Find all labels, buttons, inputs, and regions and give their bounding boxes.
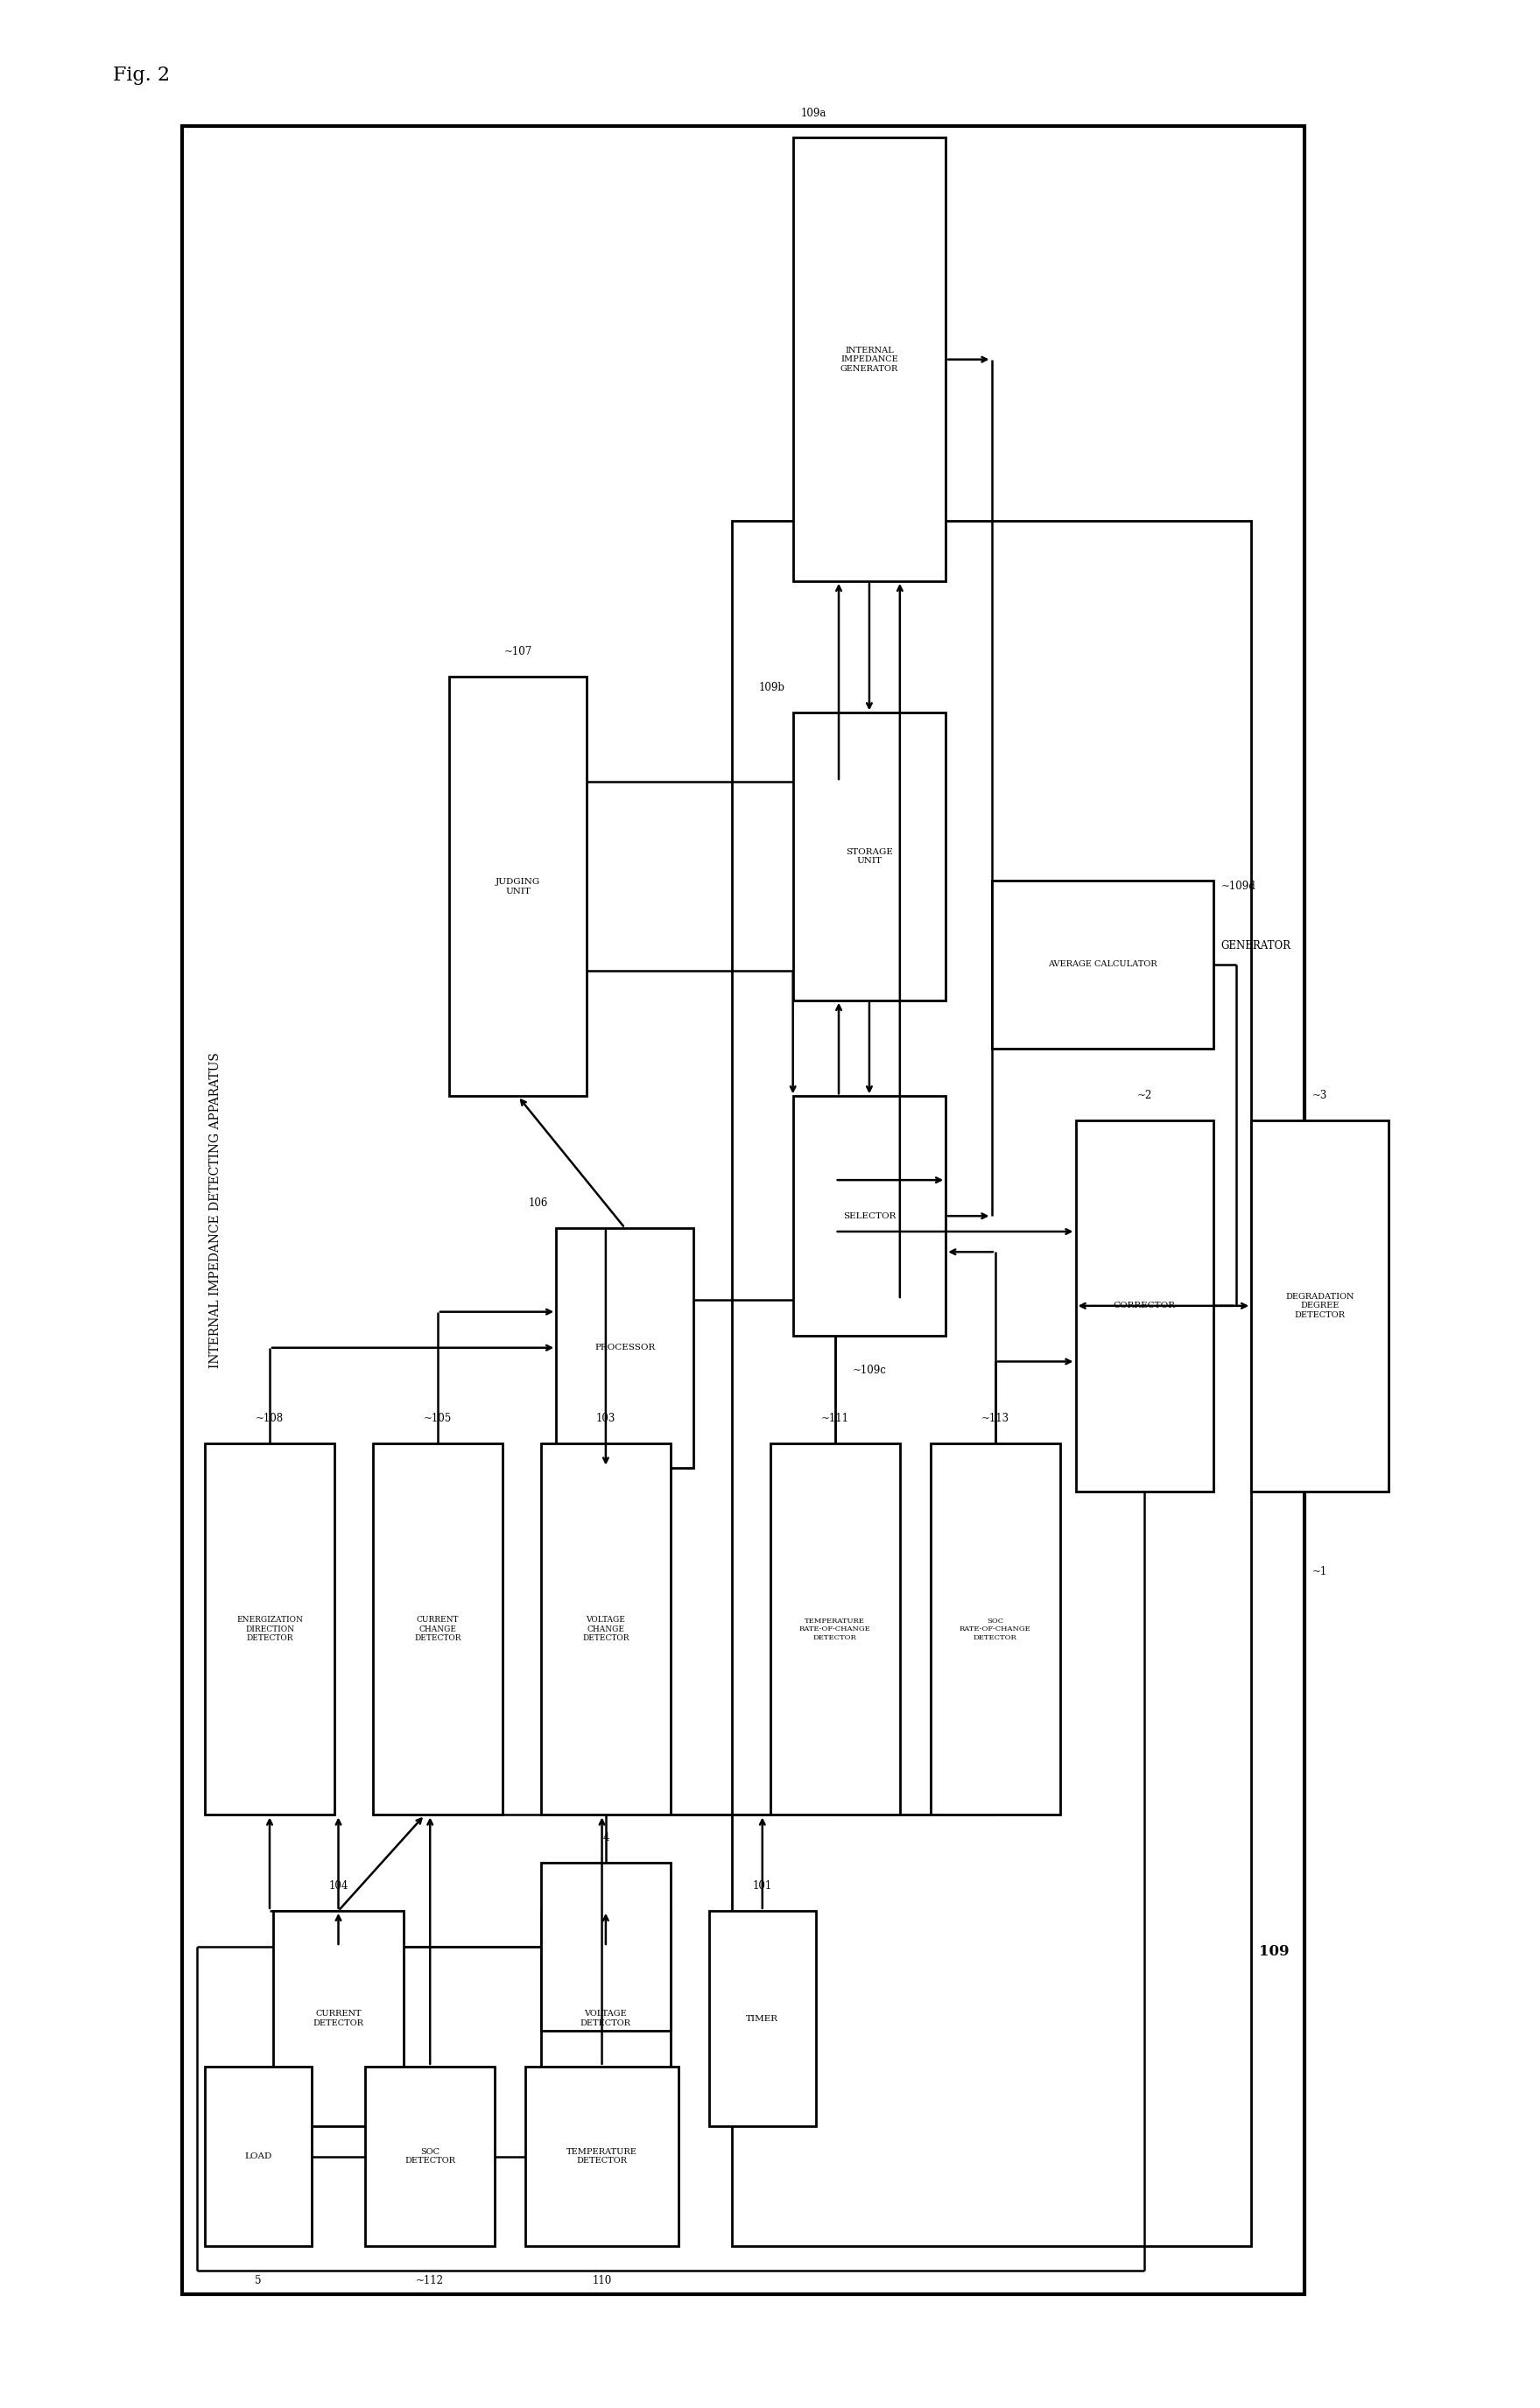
Text: 106: 106 xyxy=(528,1197,548,1209)
Text: SELECTOR: SELECTOR xyxy=(842,1211,896,1221)
Text: PROCESSOR: PROCESSOR xyxy=(594,1344,655,1351)
Text: 104: 104 xyxy=(328,1881,348,1893)
Text: CORRECTOR: CORRECTOR xyxy=(1113,1303,1175,1310)
Text: JUDGING
UNIT: JUDGING UNIT xyxy=(496,879,541,896)
Text: ~3: ~3 xyxy=(1312,1088,1327,1100)
Text: ~109d: ~109d xyxy=(1221,881,1255,891)
Bar xyxy=(182,125,1304,2295)
Text: 102: 102 xyxy=(596,1881,616,1893)
Bar xyxy=(205,2066,311,2247)
Text: CURRENT
CHANGE
DETECTOR: CURRENT CHANGE DETECTOR xyxy=(414,1616,460,1642)
Bar xyxy=(541,1912,671,2126)
Text: LOAD: LOAD xyxy=(245,2153,273,2160)
Bar xyxy=(732,520,1252,2247)
Text: ENERGIZATION
DIRECTION
DETECTOR: ENERGIZATION DIRECTION DETECTOR xyxy=(237,1616,303,1642)
Text: ~113: ~113 xyxy=(981,1413,1009,1426)
Text: ~105: ~105 xyxy=(424,1413,451,1426)
Bar xyxy=(793,713,946,999)
Bar xyxy=(541,1442,671,1816)
Text: TEMPERATURE
RATE-OF-CHANGE
DETECTOR: TEMPERATURE RATE-OF-CHANGE DETECTOR xyxy=(799,1618,870,1640)
Text: DEGRADATION
DEGREE
DETECTOR: DEGRADATION DEGREE DETECTOR xyxy=(1286,1293,1354,1320)
Text: STORAGE
UNIT: STORAGE UNIT xyxy=(845,848,893,864)
Text: 109a: 109a xyxy=(801,108,827,118)
Text: ~111: ~111 xyxy=(821,1413,849,1426)
Text: ~108: ~108 xyxy=(256,1413,283,1426)
Bar xyxy=(365,2066,494,2247)
Bar xyxy=(930,1442,1060,1816)
Text: ~107: ~107 xyxy=(504,645,531,657)
Bar xyxy=(708,1912,816,2126)
Text: ~1: ~1 xyxy=(1312,1565,1327,1577)
Text: Fig. 2: Fig. 2 xyxy=(112,65,169,84)
Bar xyxy=(556,1228,693,1466)
Text: 109b: 109b xyxy=(759,681,785,694)
Text: SOC
DETECTOR: SOC DETECTOR xyxy=(405,2148,456,2165)
Bar xyxy=(793,1096,946,1336)
Bar xyxy=(274,1912,403,2126)
Text: 110: 110 xyxy=(593,2276,611,2285)
Bar xyxy=(525,2066,678,2247)
Text: 109: 109 xyxy=(1258,1943,1289,1958)
Text: INTERNAL
IMPEDANCE
GENERATOR: INTERNAL IMPEDANCE GENERATOR xyxy=(841,347,898,373)
Text: ~2: ~2 xyxy=(1137,1088,1152,1100)
Text: TIMER: TIMER xyxy=(747,2015,779,2023)
Text: CURRENT
DETECTOR: CURRENT DETECTOR xyxy=(313,2011,363,2028)
Text: SOC
RATE-OF-CHANGE
DETECTOR: SOC RATE-OF-CHANGE DETECTOR xyxy=(959,1618,1032,1640)
Text: VOLTAGE
CHANGE
DETECTOR: VOLTAGE CHANGE DETECTOR xyxy=(582,1616,630,1642)
Text: TEMPERATURE
DETECTOR: TEMPERATURE DETECTOR xyxy=(567,2148,638,2165)
Text: 4: 4 xyxy=(602,1832,608,1845)
Text: AVERAGE CALCULATOR: AVERAGE CALCULATOR xyxy=(1047,961,1157,968)
Bar xyxy=(205,1442,334,1816)
Bar xyxy=(992,881,1214,1047)
Text: GENERATOR: GENERATOR xyxy=(1221,942,1291,951)
Bar xyxy=(1252,1120,1389,1491)
Text: INTERNAL IMPEDANCE DETECTING APPARATUS: INTERNAL IMPEDANCE DETECTING APPARATUS xyxy=(209,1052,222,1368)
Text: VOLTAGE
DETECTOR: VOLTAGE DETECTOR xyxy=(581,2011,631,2028)
Text: ~112: ~112 xyxy=(416,2276,444,2285)
Text: 101: 101 xyxy=(753,1881,772,1893)
Bar xyxy=(541,1864,671,2030)
Text: 103: 103 xyxy=(596,1413,616,1426)
Text: 5: 5 xyxy=(256,2276,262,2285)
Text: ~109c: ~109c xyxy=(852,1365,887,1375)
Bar xyxy=(770,1442,899,1816)
Bar xyxy=(450,677,587,1096)
Bar xyxy=(373,1442,502,1816)
Bar xyxy=(1075,1120,1214,1491)
Bar xyxy=(793,137,946,580)
